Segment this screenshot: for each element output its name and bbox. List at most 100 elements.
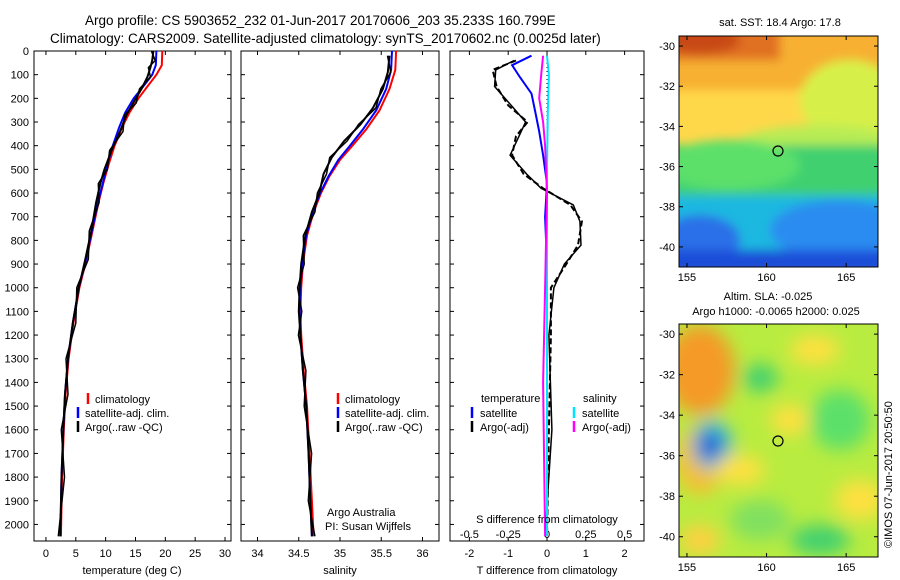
y-tick-label: 1700 [5, 448, 29, 460]
legend-climatology: climatology [345, 394, 401, 406]
header-line1: Argo profile: CS 5903652_232 01-Jun-2017… [85, 13, 556, 28]
y-tick-label: 200 [11, 93, 29, 105]
temperature-panel-frame [33, 50, 232, 542]
series-line-argo-second [57, 50, 157, 537]
sst-map-title: sat. SST: 18.4 Argo: 17.8 [719, 17, 841, 29]
sst-map: sat. SST: 18.4 Argo: 17.8 155 160 165 -30 -3… [659, 17, 879, 284]
x-tick-label: -2 [465, 548, 475, 560]
map-y-tick-label: -30 [659, 329, 675, 341]
salinity-panel-frame [240, 50, 440, 542]
top-x-tick-label: -0.25 [496, 529, 521, 541]
legend-s-satellite: satellite [582, 408, 619, 420]
y-tick-label: 1100 [5, 306, 29, 318]
y-tick-label: 1500 [5, 401, 29, 413]
x-tick-label: 34.5 [288, 548, 309, 560]
sst-map-frame [678, 35, 879, 268]
x-tick-label: 35 [334, 548, 346, 560]
series-line-satellite-adj-clim- [298, 50, 393, 537]
series-line-satellite [510, 54, 549, 537]
y-tick-label: 100 [11, 70, 29, 82]
y-tick-label: 700 [11, 212, 29, 224]
legend-salinity-header: salinity [583, 393, 617, 405]
x-tick-label: 20 [159, 548, 171, 560]
y-tick-label: 600 [11, 188, 29, 200]
x-tick-label: 34 [251, 548, 263, 560]
x-tick-label: -1 [503, 548, 513, 560]
series-line-salinity-argo-adj- [538, 55, 549, 537]
difference-top-xlabel: S difference from climatology [476, 514, 618, 526]
x-tick-label: 1 [583, 548, 589, 560]
y-tick-label: 1200 [5, 330, 29, 342]
header-line2: Climatology: CARS2009. Satellite-adjuste… [50, 31, 601, 46]
y-tick-label: 0 [23, 46, 29, 58]
y-tick-label: 300 [11, 117, 29, 129]
map-x-tick-label: 165 [837, 562, 855, 574]
legend-argo: Argo(..raw -QC) [85, 422, 163, 434]
map-x-tick-label: 155 [678, 272, 696, 284]
x-tick-label: 5 [73, 548, 79, 560]
map-y-tick-label: -36 [659, 451, 675, 463]
map-y-tick-label: -38 [659, 491, 675, 503]
legend-argo: Argo(..raw -QC) [345, 422, 423, 434]
map-y-tick-label: -32 [659, 81, 675, 93]
series-line-argo-second [296, 55, 392, 537]
annotation-pi: PI: Susan Wijffels [325, 521, 411, 533]
x-tick-label: 10 [100, 548, 112, 560]
legend-temperature-header: temperature [481, 393, 540, 405]
sla-map-frame [678, 323, 879, 558]
y-tick-label: 1000 [5, 283, 29, 295]
series-line-salinity-satellite [546, 55, 550, 537]
legend-climatology: climatology [95, 394, 151, 406]
sla-map-title-1: Altim. SLA: -0.025 [724, 291, 813, 303]
map-x-tick-label: 165 [837, 272, 855, 284]
series-line-argo-raw-qc- [297, 55, 391, 537]
x-tick-label: 25 [189, 548, 201, 560]
map-x-tick-label: 155 [678, 562, 696, 574]
top-x-tick-label: -0.5 [460, 529, 479, 541]
difference-legend: temperature salinity satellite Argo(-adj… [470, 393, 631, 434]
y-tick-label: 900 [11, 259, 29, 271]
series-line-argo-second [493, 59, 582, 537]
y-tick-label: 1400 [5, 377, 29, 389]
map-y-tick-label: -32 [659, 370, 675, 382]
sla-map: Altim. SLA: -0.025 Argo h1000: -0.0065 h… [659, 291, 879, 574]
temperature-legend: climatology satellite-adj. clim. Argo(..… [76, 393, 169, 434]
y-tick-label: 1800 [5, 472, 29, 484]
temperature-xlabel: temperature (deg C) [82, 565, 181, 577]
map-y-tick-label: -40 [659, 532, 675, 544]
x-tick-label: 30 [219, 548, 231, 560]
map-x-tick-label: 160 [757, 272, 775, 284]
map-x-tick-label: 160 [757, 562, 775, 574]
salinity-xlabel: salinity [323, 565, 357, 577]
legend-s-argo: Argo(-adj) [582, 422, 631, 434]
map-y-tick-label: -38 [659, 202, 675, 214]
temperature-plot: 0 5 10 15 20 25 300100200300400500600700800900… [5, 46, 232, 560]
map-y-tick-label: -34 [659, 121, 675, 133]
annotation-argo-australia: Argo Australia [327, 507, 396, 519]
x-tick-label: 0 [43, 548, 49, 560]
map-y-tick-label: -34 [659, 410, 675, 422]
argo-location-marker [772, 145, 784, 157]
argo-location-marker [772, 435, 784, 447]
x-tick-label: 35.5 [371, 548, 392, 560]
map-y-tick-label: -40 [659, 242, 675, 254]
y-tick-label: 1600 [5, 425, 29, 437]
series-line-climatology [299, 50, 398, 537]
imos-timestamp: ©IMOS 07-Jun-2017 20:50:50 [883, 401, 895, 548]
y-tick-label: 500 [11, 164, 29, 176]
map-y-tick-label: -36 [659, 162, 675, 174]
y-tick-label: 2000 [5, 519, 29, 531]
y-tick-label: 800 [11, 235, 29, 247]
map-y-tick-label: -30 [659, 41, 675, 53]
salinity-plot: 34 34.5 35 35.5 36 [241, 50, 439, 560]
x-tick-label: 2 [622, 548, 628, 560]
x-tick-label: 36 [416, 548, 428, 560]
y-tick-label: 1900 [5, 496, 29, 508]
difference-xlabel: T difference from climatology [477, 565, 618, 577]
difference-plot: -2 -1 0 1 2-0.5 -0.25 0 0.25 0.5 [450, 50, 644, 560]
y-tick-label: 400 [11, 141, 29, 153]
sla-map-title-2: Argo h1000: -0.0065 h2000: 0.025 [692, 306, 860, 318]
legend-satellite: satellite-adj. clim. [85, 408, 169, 420]
series-line-argo-raw-qc- [59, 50, 155, 537]
